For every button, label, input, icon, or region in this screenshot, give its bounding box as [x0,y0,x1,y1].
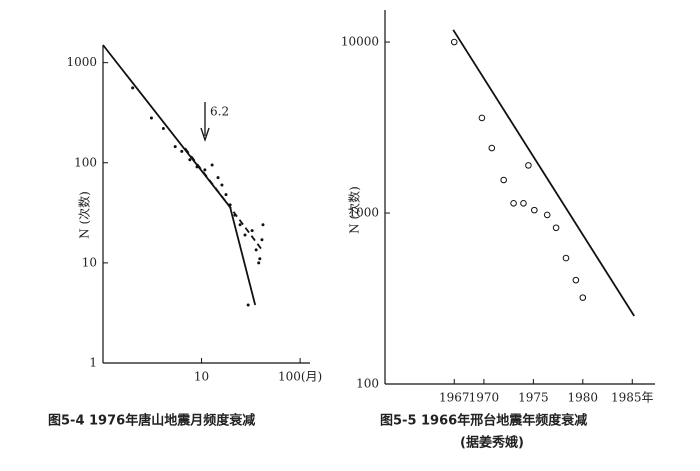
data-point [246,303,250,307]
y-tick-label: 100 [74,155,97,169]
data-point [257,261,261,265]
data-point [520,200,527,207]
data-point [188,158,192,162]
caption: 图5-4 1976年唐山地震月频度衰减 [48,413,255,429]
data-point [180,149,184,153]
data-point [258,257,262,261]
x-tick-label: 1975 [518,391,549,405]
data-point [543,211,551,219]
y-tick-label: 10000 [341,35,379,49]
data-point [488,144,496,152]
data-point [562,254,570,262]
data-point [254,248,258,252]
data-point [531,206,538,214]
y-axis-label: N (次数) [347,186,362,234]
y-tick-label: 1000 [66,55,97,69]
data-point [216,176,220,180]
data-point [450,38,458,46]
data-point [572,276,580,284]
data-point [510,200,517,207]
data-point [261,223,265,227]
data-point [149,116,153,120]
x-tick-label: 1980 [568,391,599,405]
data-point [243,233,247,237]
y-tick-label: 10 [82,255,97,269]
trend-line [452,29,635,317]
data-point [220,183,224,187]
caption-source: (据姜秀娥) [460,435,524,451]
x-tick-label: 10 [194,370,209,384]
data-point [173,145,177,149]
data-point [500,176,507,184]
data-point [210,163,214,167]
annotation-arrowhead [200,127,210,143]
x-tick-label: 100(月) [278,370,322,384]
data-point [250,229,254,233]
y-tick-label: 100 [356,377,379,391]
data-point [238,223,242,227]
y-axis-label: N (次数) [77,191,92,239]
y-tick-label: 1000 [348,206,379,220]
trend-line [102,44,257,306]
y-tick-label: 1 [89,356,97,370]
annotation: 6.2 [210,105,229,119]
data-point [131,86,135,90]
data-point [203,168,207,172]
x-tick-label: 1970 [469,391,500,405]
data-point [161,126,165,130]
data-point [525,162,532,169]
x-tick-label: 1967 [439,391,470,405]
x-tick-label: 1985年 [611,391,654,405]
trend-line [184,147,263,251]
data-point [552,224,560,232]
data-point [260,238,264,242]
data-point [478,114,486,122]
caption: 图5-5 1966年邢台地震年频度衰减 [380,413,587,429]
data-point [579,294,587,301]
data-point [224,193,228,197]
